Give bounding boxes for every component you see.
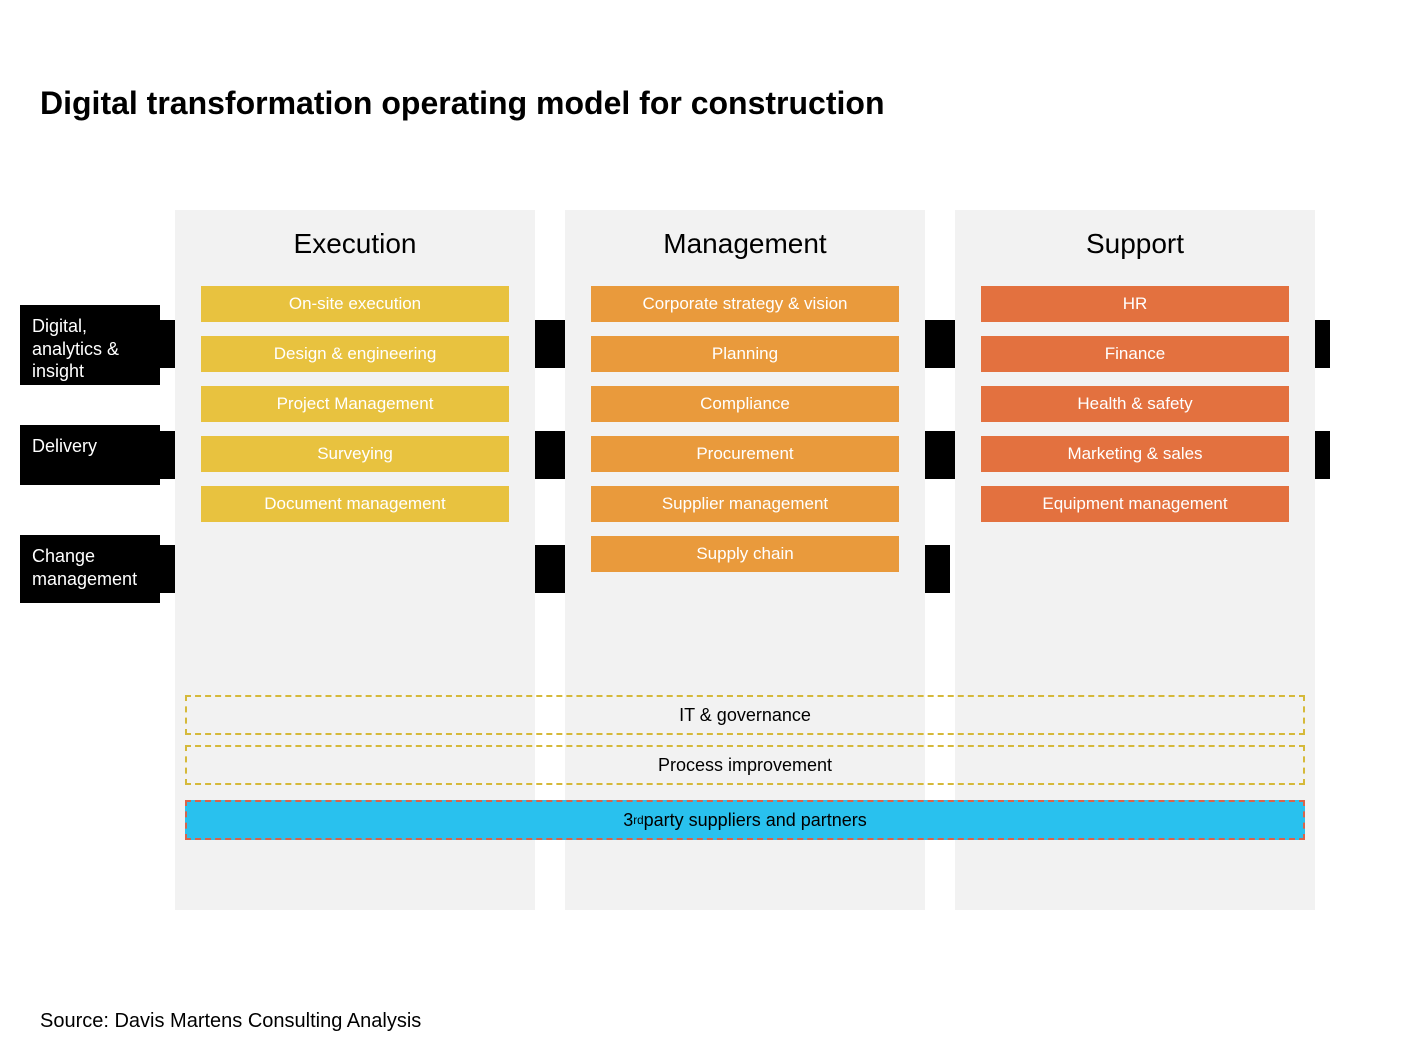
side-label-digital: Digital, analytics & insight [20, 305, 160, 385]
crossbar-it-gov: IT & governance [185, 695, 1305, 735]
item-box: Health & safety [981, 386, 1289, 422]
column-items-management: Corporate strategy & vision Planning Compl… [565, 278, 925, 572]
item-box: Planning [591, 336, 899, 372]
item-box: Finance [981, 336, 1289, 372]
item-box: Supplier management [591, 486, 899, 522]
item-box: Supply chain [591, 536, 899, 572]
item-box: Surveying [201, 436, 509, 472]
column-header-execution: Execution [175, 210, 535, 278]
side-label-delivery: Delivery [20, 425, 160, 485]
column-items-support: HR Finance Health & safety Marketing & sale… [955, 278, 1315, 522]
item-box: Project Management [201, 386, 509, 422]
item-box: Marketing & sales [981, 436, 1289, 472]
item-box: Document management [201, 486, 509, 522]
item-box: HR [981, 286, 1289, 322]
side-label-change: Change management [20, 535, 160, 603]
item-box: Procurement [591, 436, 899, 472]
item-box: Compliance [591, 386, 899, 422]
column-items-execution: On-site execution Design & engineering Pro… [175, 278, 535, 522]
item-box: On-site execution [201, 286, 509, 322]
crossbar-third-party: 3rd party suppliers and partners [185, 800, 1305, 840]
column-header-management: Management [565, 210, 925, 278]
page-title: Digital transformation operating model f… [40, 85, 884, 122]
item-box: Equipment management [981, 486, 1289, 522]
item-box: Design & engineering [201, 336, 509, 372]
source-line: Source: Davis Martens Consulting Analysi… [40, 1010, 421, 1033]
crossbar-process: Process improvement [185, 745, 1305, 785]
item-box: Corporate strategy & vision [591, 286, 899, 322]
column-header-support: Support [955, 210, 1315, 278]
